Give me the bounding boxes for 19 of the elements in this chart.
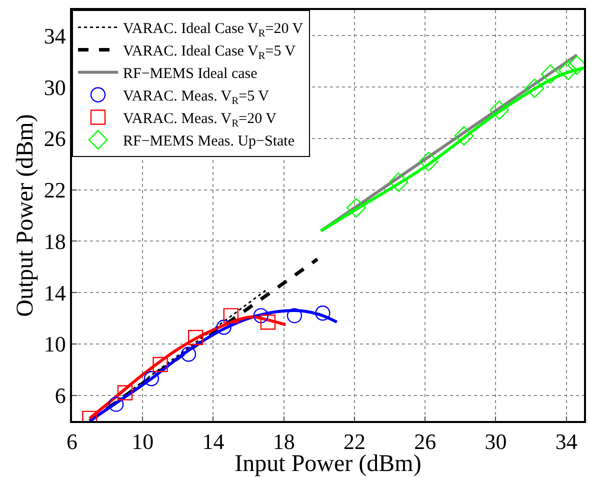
y-tick-label: 14 bbox=[44, 280, 66, 306]
y-tick-label: 6 bbox=[54, 383, 66, 408]
x-tick-label: 34 bbox=[555, 429, 578, 454]
legend-label: VARAC. Ideal Case V$_{R}$=20 V bbox=[123, 21, 304, 40]
x-tick-label: 30 bbox=[484, 429, 507, 454]
legend-label: VARAC. Meas. V$_{R}$=20 V bbox=[123, 111, 277, 130]
y-axis-title: Output Power (dBm) bbox=[12, 114, 38, 317]
x-tick-label: 10 bbox=[132, 429, 154, 454]
legend-label: RF−MEMS Ideal case bbox=[123, 66, 258, 82]
y-tick-label: 22 bbox=[44, 178, 66, 203]
y-tick-label: 30 bbox=[44, 74, 66, 100]
x-tick-label: 14 bbox=[202, 429, 224, 454]
y-tick-label: 34 bbox=[44, 23, 66, 48]
y-tick-label: 10 bbox=[44, 332, 66, 357]
legend-label: RF−MEMS Meas. Up−State bbox=[123, 134, 295, 150]
legend-label: VARAC. Ideal Case V$_{R}$=5 V bbox=[123, 44, 296, 62]
legend-label: VARAC. Meas. V$_{R}$=5 V bbox=[123, 88, 270, 107]
y-tick-label: 26 bbox=[44, 126, 66, 152]
y-tick-label: 18 bbox=[44, 228, 66, 254]
